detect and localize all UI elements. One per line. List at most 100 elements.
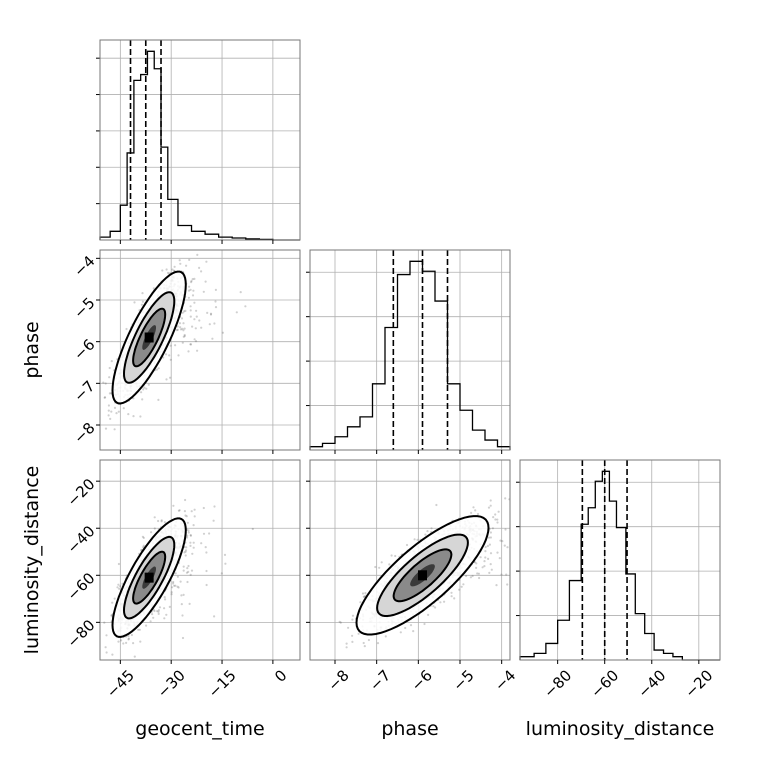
axis-luminosity-distance-xtick-label-2: −40: [634, 666, 669, 701]
density-luminosity-distance-vs-geocent-time-point: [127, 638, 130, 641]
density-luminosity-distance-vs-phase-point: [475, 566, 478, 570]
density-luminosity-distance-vs-phase-point: [478, 576, 481, 580]
density-phase-vs-geocent-time-point: [189, 315, 192, 318]
density-phase-vs-geocent-time-contour-0: [111, 270, 187, 405]
density-luminosity-distance-vs-geocent-time-point: [163, 617, 166, 620]
density-phase-vs-geocent-time-point: [187, 289, 191, 292]
density-luminosity-distance-vs-phase-point: [351, 640, 354, 644]
density-phase-vs-geocent-time-point: [188, 258, 191, 261]
density-luminosity-distance-vs-geocent-time-point: [184, 550, 187, 553]
density-phase-vs-geocent-time-point: [194, 340, 198, 343]
density-luminosity-distance-vs-geocent-time-point: [117, 640, 120, 643]
density-phase-vs-geocent-time-point: [140, 391, 143, 394]
axis-geocent-time-xtick-label-1: −30: [154, 666, 189, 701]
density-luminosity-distance-vs-phase-point: [501, 540, 504, 543]
density-luminosity-distance-vs-phase-point: [490, 568, 493, 571]
density-luminosity-distance-vs-phase-point: [488, 571, 491, 575]
density-luminosity-distance-vs-phase-point: [424, 533, 427, 536]
density-luminosity-distance-vs-phase-point: [506, 546, 509, 549]
density-luminosity-distance-vs-geocent-time-point: [205, 569, 208, 573]
density-luminosity-distance-vs-phase-point: [504, 528, 507, 531]
density-phase-vs-geocent-time-point: [141, 292, 144, 295]
density-luminosity-distance-vs-geocent-time-point: [182, 569, 185, 572]
density-phase-vs-geocent-time-point: [188, 285, 191, 288]
density-luminosity-distance-vs-geocent-time-point: [184, 514, 187, 517]
density-luminosity-distance-vs-phase-point: [491, 527, 494, 530]
density-luminosity-distance-vs-geocent-time-point: [186, 536, 189, 539]
x-axis-label-phase: phase: [381, 718, 438, 740]
axis-geocent-time-xtick-label-2: −15: [205, 666, 240, 701]
density-luminosity-distance-vs-phase-point: [435, 503, 438, 507]
density-luminosity-distance-vs-geocent-time-point: [157, 612, 160, 616]
density-luminosity-distance-vs-geocent-time-point: [184, 498, 187, 502]
density-luminosity-distance-vs-phase-point: [496, 518, 499, 521]
density-luminosity-distance-vs-phase-point: [416, 538, 419, 542]
density-luminosity-distance-vs-geocent-time-point: [168, 605, 171, 609]
density-luminosity-distance-vs-geocent-time-point: [188, 602, 191, 606]
density-phase-vs-geocent-time-point: [147, 383, 150, 386]
density-luminosity-distance-vs-geocent-time-point: [142, 546, 145, 549]
density-luminosity-distance-vs-phase-point: [404, 626, 407, 630]
density-phase-vs-geocent-time-point: [202, 290, 205, 293]
density-luminosity-distance-vs-geocent-time-point: [183, 510, 186, 513]
density-luminosity-distance-vs-geocent-time-point: [177, 586, 180, 589]
density-luminosity-distance-vs-geocent-time-point: [184, 549, 188, 552]
density-phase-vs-geocent-time-point: [113, 428, 116, 431]
density-phase-vs-geocent-time-point: [190, 281, 193, 284]
density-luminosity-distance-vs-geocent-time-point: [177, 509, 180, 512]
density-phase-vs-geocent-time-point: [108, 392, 111, 395]
density-luminosity-distance-vs-phase-point: [374, 565, 377, 569]
density-phase-vs-geocent-time-point: [127, 413, 130, 416]
density-phase-vs-geocent-time-point: [181, 311, 184, 314]
density-phase-vs-geocent-time-point: [189, 343, 192, 346]
density-phase-vs-geocent-time-point: [110, 410, 113, 413]
hist-luminosity-distance-histogram-step: [519, 470, 720, 661]
density-phase-vs-geocent-time-point: [189, 309, 192, 312]
density-phase-vs-geocent-time-point: [104, 382, 107, 385]
density-luminosity-distance-vs-phase-density-peak: [418, 570, 427, 581]
density-luminosity-distance-vs-geocent-time-point: [118, 587, 121, 590]
density-phase-vs-geocent-time-point: [204, 280, 207, 283]
density-luminosity-distance-vs-phase-point: [361, 592, 365, 595]
density-phase-vs-geocent-time-point: [169, 358, 172, 361]
density-luminosity-distance-vs-geocent-time-point: [178, 509, 181, 512]
density-luminosity-distance-vs-geocent-time-point: [163, 521, 166, 524]
density-phase-vs-geocent-time-point: [191, 325, 194, 328]
density-phase-vs-geocent-time-point: [169, 376, 172, 379]
density-phase-vs-geocent-time-point: [191, 278, 194, 281]
density-luminosity-distance-vs-phase-point: [384, 635, 387, 638]
axis-phase-xtick-label-3: −5: [449, 666, 477, 694]
axis-phase-y-ytick-label-3: −7: [70, 377, 98, 405]
density-luminosity-distance-vs-geocent-time-point: [193, 515, 196, 518]
density-luminosity-distance-vs-geocent-time-point: [158, 606, 162, 609]
density-phase-vs-geocent-time-point: [108, 376, 111, 379]
density-luminosity-distance-vs-geocent-time-point: [172, 504, 175, 507]
density-phase-vs-geocent-time-point: [165, 353, 168, 356]
density-luminosity-distance-vs-geocent-time-point: [190, 510, 193, 513]
density-luminosity-distance-vs-phase-point: [487, 557, 490, 561]
density-phase-vs-geocent-time-point: [205, 260, 208, 263]
density-luminosity-distance-vs-geocent-time-point: [187, 531, 190, 534]
density-phase-vs-geocent-time-point: [108, 366, 111, 370]
density-phase-vs-geocent-time-point: [183, 335, 186, 338]
density-luminosity-distance-vs-geocent-time-point: [179, 580, 182, 583]
density-luminosity-distance-vs-geocent-time-point: [174, 572, 177, 575]
density-phase-vs-geocent-time-point: [173, 265, 176, 268]
density-phase-vs-geocent-time-point: [196, 253, 199, 256]
density-luminosity-distance-vs-phase-point: [488, 543, 491, 546]
density-luminosity-distance-vs-phase-point: [495, 584, 498, 587]
density-phase-vs-geocent-time-point: [200, 326, 203, 329]
density-luminosity-distance-vs-geocent-time-point: [111, 601, 114, 604]
hist-luminosity-distance-frame: [519, 459, 721, 661]
density-luminosity-distance-vs-geocent-time-point: [176, 575, 179, 578]
density-luminosity-distance-vs-geocent-time-point: [220, 572, 223, 575]
density-phase-vs-geocent-time-point: [117, 410, 120, 413]
density-luminosity-distance-vs-phase-point: [362, 641, 365, 645]
hist-geocent-time-frame: [99, 39, 301, 241]
density-luminosity-distance-vs-geocent-time-point: [156, 610, 159, 613]
density-luminosity-distance-vs-phase-point: [479, 556, 482, 559]
density-phase-vs-geocent-time-point: [206, 311, 209, 314]
density-phase-vs-geocent-time-point: [193, 277, 196, 280]
density-phase-vs-geocent-time-point: [132, 415, 135, 418]
density-phase-vs-geocent-time-point: [161, 269, 164, 272]
